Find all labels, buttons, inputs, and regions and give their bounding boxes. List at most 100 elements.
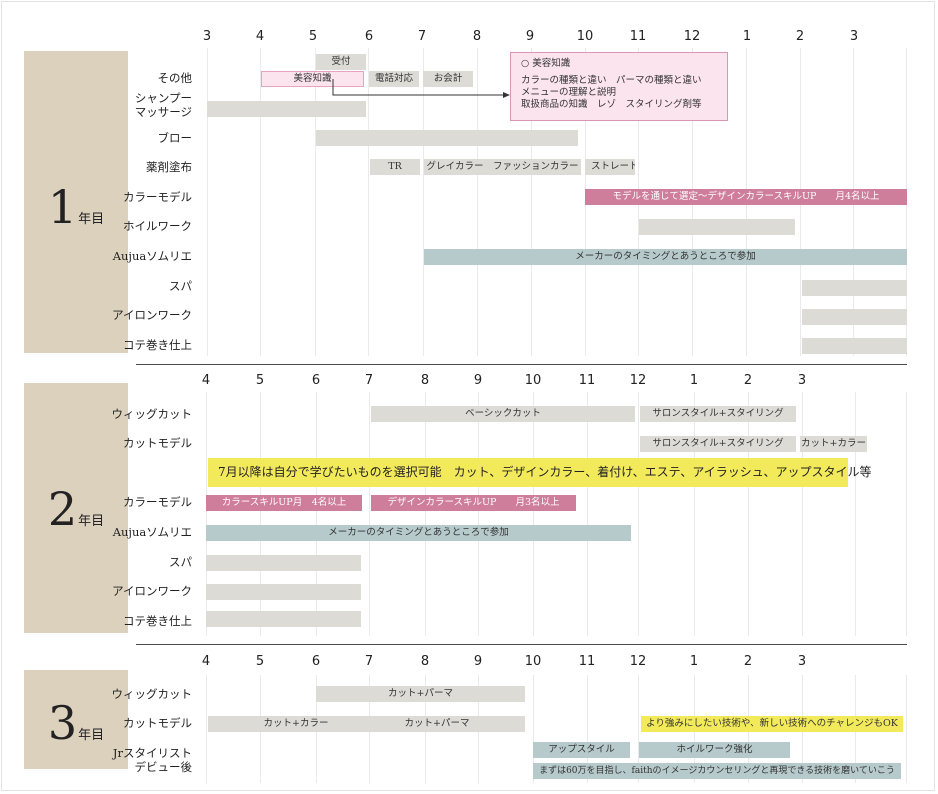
gridline	[315, 48, 316, 356]
bar-cut-perm: カット+パーマ	[316, 686, 525, 702]
bar-aujua: メーカーのタイミングとあうところで参加	[206, 525, 631, 541]
year-3-number: 3	[48, 696, 77, 750]
month-label: 8	[410, 654, 440, 669]
bar-foil	[639, 219, 795, 235]
bar-reception: 受付	[316, 54, 366, 70]
bar-cut-color-perm: カット+カラー カット+パーマ	[208, 716, 525, 732]
month-label: 4	[191, 373, 221, 388]
bar-color-model: モデルを通じて選定～デザインカラースキルUP 月4名以上	[585, 189, 907, 205]
bar-cut-color: カット+カラー	[800, 436, 867, 452]
bar-goal: まずは60万を目指し、faithのイメージカウンセリングと再現できる技術を磨いて…	[533, 763, 901, 779]
gridline	[855, 392, 856, 636]
row-label: カラーモデル	[123, 495, 192, 509]
gridline	[802, 392, 803, 636]
row-label: スパ	[169, 555, 192, 569]
row-label: その他	[158, 71, 193, 85]
bar-iron	[206, 584, 361, 600]
month-label: 6	[301, 373, 331, 388]
gridline	[260, 48, 261, 356]
row-label: Aujuaソムリエ	[113, 525, 192, 539]
bar-iron	[802, 309, 907, 325]
month-label: 3	[787, 654, 817, 669]
note-line: 取扱商品の知識 レゾ スタイリング剤等	[521, 99, 717, 111]
row-label: ウィッグカット	[112, 407, 193, 421]
month-label: 4	[191, 654, 221, 669]
month-label: 3	[192, 29, 222, 44]
bar-salon-style-model: サロンスタイル+スタイリング	[640, 436, 796, 452]
bar-color: グレイカラー ファッションカラー	[424, 159, 581, 175]
bar-up-style: アップスタイル	[533, 742, 630, 758]
bar-blow	[316, 130, 578, 146]
month-label: 7	[407, 29, 437, 44]
note-line: カラーの種類と違い パーマの種類と違い	[521, 75, 717, 87]
gridline	[368, 48, 369, 356]
row-label: Jrスタイリスト デビュー後	[113, 746, 192, 774]
bar-phone: 電話対応	[369, 71, 419, 87]
bar-color-skill: カラースキルUP月 4名以上	[206, 495, 362, 511]
month-label: 2	[733, 373, 763, 388]
bar-straight: ストレート	[585, 159, 635, 175]
bar-basic-cut: ベーシックカット	[371, 406, 635, 422]
gridline	[425, 392, 426, 636]
note-title: ○ 美容知識	[521, 58, 717, 70]
bar-curl	[802, 338, 907, 354]
month-label: 10	[518, 373, 548, 388]
year-1-suffix: 年目	[78, 212, 104, 227]
beauty-knowledge-note: ○ 美容知識 カラーの種類と違い パーマの種類と違い メニューの理解と説明 取扱…	[510, 52, 728, 121]
month-label: 5	[245, 654, 275, 669]
month-label: 1	[679, 373, 709, 388]
bar-tr: TR	[370, 159, 420, 175]
row-label: Aujuaソムリエ	[113, 249, 192, 263]
row-label: カットモデル	[123, 436, 192, 450]
note-line: メニューの理解と説明	[521, 87, 717, 99]
gridline	[587, 392, 588, 636]
bar-spa	[802, 280, 907, 296]
bar-checkout: お会計	[423, 71, 473, 87]
gridline	[906, 675, 907, 783]
row-label: ホイルワーク	[123, 219, 192, 233]
gridline	[638, 392, 639, 636]
month-label: 5	[298, 29, 328, 44]
month-label: 9	[463, 373, 493, 388]
gridline	[906, 392, 907, 636]
bar-design-color-skill: デザインカラースキルUP 月3名以上	[371, 495, 576, 511]
month-label: 6	[354, 29, 384, 44]
month-label: 12	[677, 29, 707, 44]
month-label: 9	[515, 29, 545, 44]
bar-beauty-knowledge: 美容知識	[261, 71, 364, 87]
row-label: カットモデル	[123, 716, 192, 730]
month-label: 1	[679, 654, 709, 669]
month-label: 3	[787, 373, 817, 388]
row-label: ウィッグカット	[112, 687, 193, 701]
bar-curl	[206, 611, 361, 627]
month-label: 10	[518, 654, 548, 669]
month-label: 2	[733, 654, 763, 669]
gridline	[206, 675, 207, 783]
gridline	[533, 392, 534, 636]
month-label: 7	[354, 654, 384, 669]
month-label: 3	[839, 29, 869, 44]
month-label: 9	[463, 654, 493, 669]
month-label: 11	[623, 29, 653, 44]
row-label: アイロンワーク	[112, 584, 192, 598]
section-divider	[136, 644, 907, 645]
month-label: 7	[354, 373, 384, 388]
row-label: スパ	[169, 279, 192, 293]
row-label: コテ巻き仕上	[123, 338, 192, 352]
row-label: カラーモデル	[123, 190, 192, 204]
year-3-label: 3年目	[24, 700, 128, 746]
month-label: 10	[570, 29, 600, 44]
year-1-label: 1年目	[24, 184, 128, 230]
month-label: 6	[301, 654, 331, 669]
gridline	[748, 392, 749, 636]
month-label: 1	[732, 29, 762, 44]
month-label: 8	[410, 373, 440, 388]
gridline	[478, 392, 479, 636]
bar-foil-strength: ホイルワーク強化	[639, 742, 790, 758]
row-label: コテ巻き仕上	[123, 614, 192, 628]
year-1-number: 1	[48, 180, 77, 234]
row-label: 薬剤塗布	[146, 160, 192, 174]
gridline	[477, 48, 478, 356]
gridline	[207, 48, 208, 356]
